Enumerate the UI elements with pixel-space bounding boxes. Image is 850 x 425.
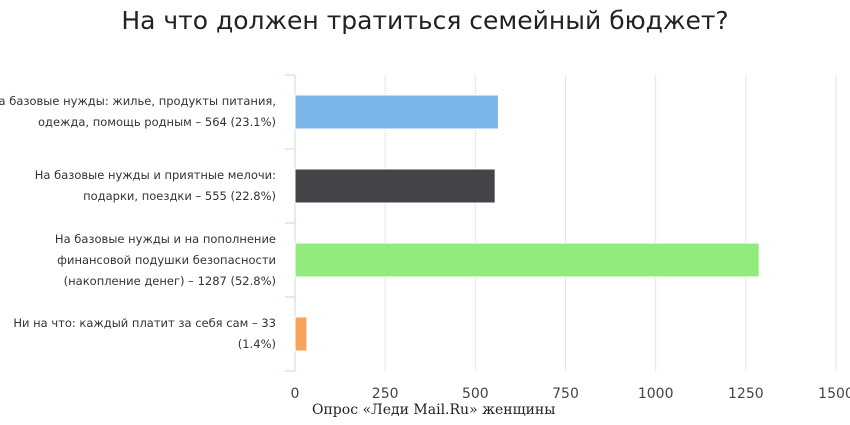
x-tick-label: 250 — [372, 386, 399, 402]
bar — [294, 316, 308, 352]
category-label: На базовые нужды: жилье, продукты питани… — [0, 91, 276, 133]
category-label-line: На базовые нужды и приятные мелочи: — [34, 168, 276, 182]
category-label-line: На базовые нужды: жилье, продукты питани… — [0, 94, 276, 108]
x-tick-label: 1000 — [638, 386, 674, 402]
category-label-line: На базовые нужды и на пополнение — [54, 231, 276, 246]
category-label-line: финансовой подушки безопасности — [57, 252, 276, 267]
chart-title: На что должен тратиться семейный бюджет? — [121, 6, 729, 35]
x-tick-label: 1250 — [728, 386, 764, 402]
category-label: На базовые нужды и приятные мелочи: подар… — [0, 165, 276, 207]
category-label-line: (накопление денег) – 1287 (52.8%) — [63, 273, 276, 288]
x-tick-label: 0 — [291, 386, 300, 402]
category-label-line: Ни на что: каждый платит за себя сам – 3… — [13, 316, 276, 330]
category-label-line: подарки, поездки – 555 (22.8%) — [83, 189, 276, 203]
x-tick-label: 750 — [552, 386, 579, 402]
category-label: На базовые нужды и на пополнение финансов… — [0, 229, 276, 292]
source-note: Опрос «Леди Mail.Ru» женщины — [312, 402, 556, 418]
x-tick-label: 500 — [462, 386, 489, 402]
bar — [294, 94, 499, 130]
category-label-line: одежда, помощь родным – 564 (23.1%) — [38, 115, 276, 129]
x-tick-label: 1500 — [818, 386, 850, 402]
category-label: Ни на что: каждый платит за себя сам – 3… — [0, 313, 276, 355]
category-label-line: (1.4%) — [237, 337, 276, 351]
bar — [294, 242, 760, 278]
bar — [294, 168, 496, 204]
